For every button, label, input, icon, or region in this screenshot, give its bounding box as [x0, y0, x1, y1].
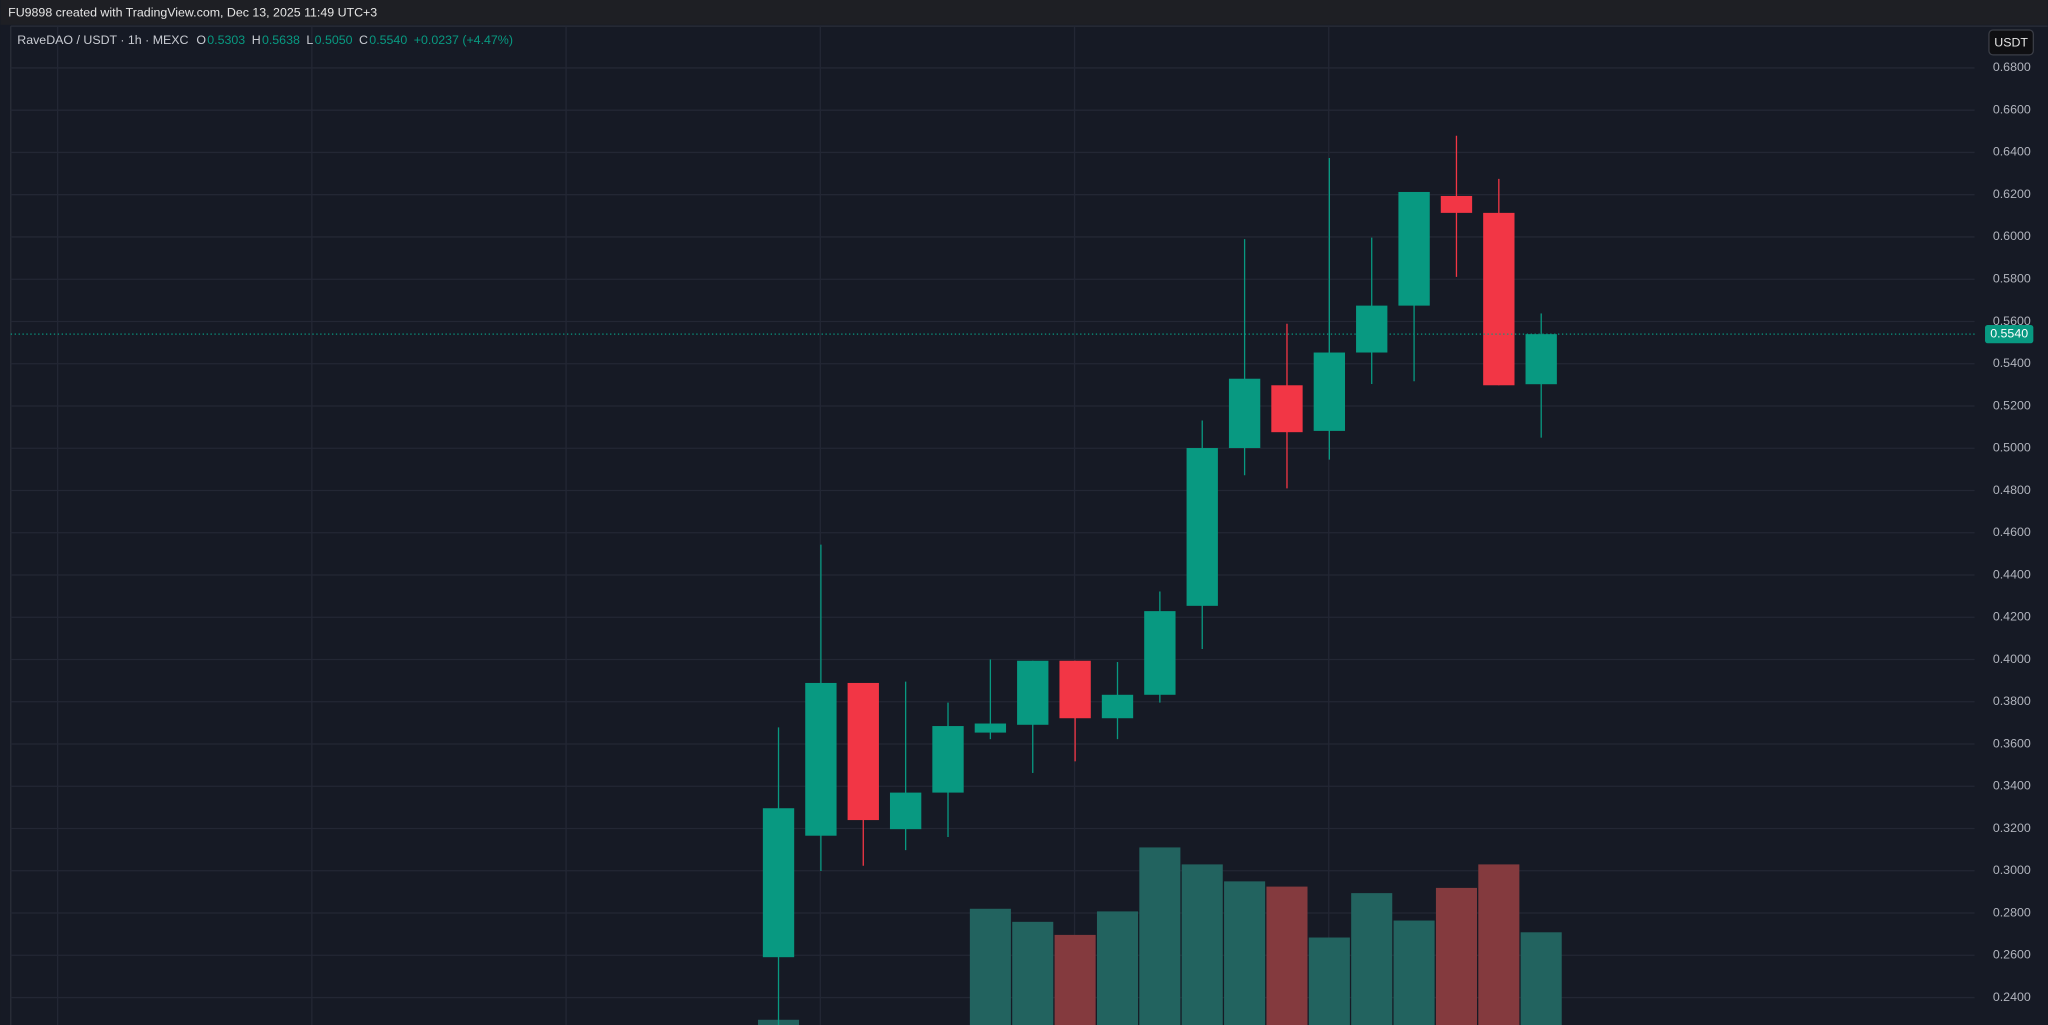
y-tick-label: 0.5600 [1993, 314, 2031, 328]
header: FU9898 created with TradingView.com, Dec… [8, 5, 377, 19]
volume-bar [1520, 932, 1562, 1025]
y-tick-label: 0.3400 [1993, 779, 2031, 793]
candle-body [1271, 385, 1303, 433]
volume-bar [1351, 893, 1393, 1025]
candle-body [847, 682, 879, 821]
y-tick-label: 0.5400 [1993, 356, 2031, 370]
candle-body [1144, 611, 1176, 695]
y-tick-label: 0.5000 [1993, 441, 2031, 455]
candle-body [1440, 195, 1473, 213]
candle-body [1398, 191, 1430, 306]
legend-value: 0.5540 [369, 33, 407, 47]
volume-bar [1224, 881, 1266, 1025]
last-price-label: 0.5540 [1990, 326, 2028, 340]
y-tick-label: 0.2600 [1993, 948, 2031, 962]
volume-bar [1478, 864, 1520, 1025]
candle-body [1101, 694, 1134, 719]
volume-bar [969, 908, 1011, 1025]
y-tick-label: 0.5200 [1993, 398, 2031, 412]
candle-body [1313, 352, 1346, 431]
currency-button-label[interactable]: USDT [1994, 35, 2028, 49]
candle-body [1059, 660, 1091, 719]
candle-body [1356, 305, 1388, 353]
legend-label: O [196, 33, 206, 47]
y-tick-label: 0.2400 [1993, 990, 2031, 1004]
volume-bar [1435, 887, 1477, 1025]
legend-label: H [252, 33, 261, 47]
y-tick-label: 0.4400 [1993, 567, 2031, 581]
candle-body [805, 682, 837, 836]
candle-body [1228, 378, 1261, 449]
y-tick-label: 0.2800 [1993, 905, 2031, 919]
volume-bar [1181, 864, 1223, 1025]
currency-button[interactable] [1988, 29, 2034, 56]
symbol: RaveDAO / USDT · 1h · MEXC [17, 33, 188, 47]
volume-bar [1393, 920, 1435, 1025]
y-tick-label: 0.6400 [1993, 145, 2031, 159]
y-tick-label: 0.4200 [1993, 610, 2031, 624]
y-tick-label: 0.6000 [1993, 229, 2031, 243]
candle-body [974, 723, 1007, 733]
volume-bar [1012, 921, 1054, 1025]
volume-bar [1266, 886, 1308, 1025]
legend-value: 0.5303 [207, 33, 245, 47]
y-tick-label: 0.4600 [1993, 525, 2031, 539]
y-tick-label: 0.3800 [1993, 694, 2031, 708]
y-tick-label: 0.4800 [1993, 483, 2031, 497]
y-tick-label: 0.6600 [1993, 102, 2031, 116]
legend-change: +0.0237 (+4.47%) [414, 33, 513, 47]
top-bar [0, 0, 2048, 25]
legend-label: C [359, 33, 368, 47]
legend-label: L [306, 33, 313, 47]
y-tick-label: 0.5800 [1993, 271, 2031, 285]
y-tick-label: 0.6800 [1993, 60, 2031, 74]
candle-body [1525, 334, 1557, 385]
y-tick-label: 0.6200 [1993, 187, 2031, 201]
volume-bar [1139, 847, 1181, 1025]
candle-body [889, 792, 922, 830]
volume-bar [1308, 937, 1350, 1025]
candle-body [762, 808, 795, 958]
legend-value: 0.5638 [262, 33, 300, 47]
candle-body [1483, 212, 1515, 386]
legend-value: 0.5050 [315, 33, 353, 47]
volume-bar [1054, 934, 1096, 1025]
y-tick-label: 0.3600 [1993, 736, 2031, 750]
candle-body [1186, 448, 1218, 606]
y-tick-label: 0.4000 [1993, 652, 2031, 666]
candle-body [1017, 660, 1049, 725]
volume-bar [1096, 911, 1139, 1025]
last-price-tag [1985, 325, 2034, 344]
y-tick-label: 0.3200 [1993, 821, 2031, 835]
candle-body [932, 726, 964, 793]
y-tick-label: 0.3000 [1993, 863, 2031, 877]
